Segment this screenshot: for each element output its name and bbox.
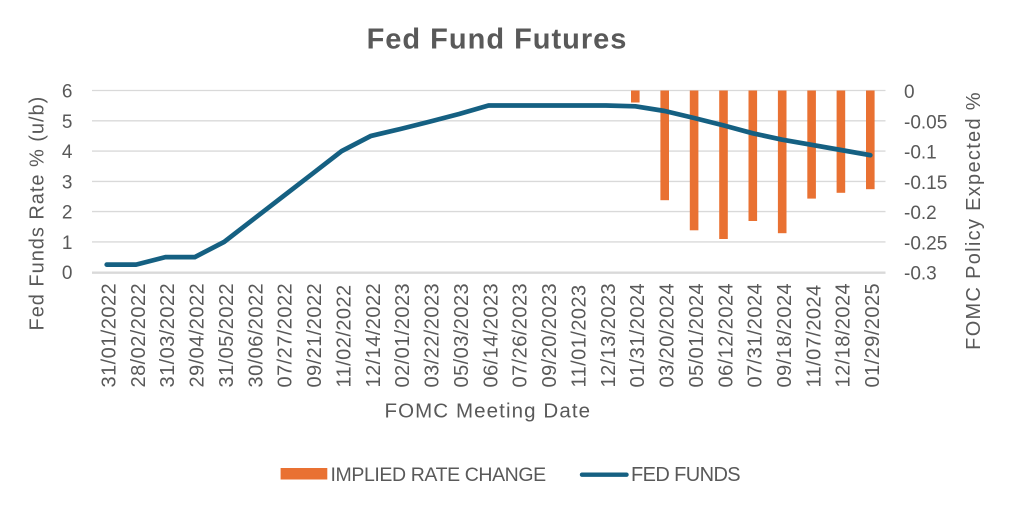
svg-text:11/02/2022: 11/02/2022 [333, 284, 355, 387]
svg-text:-0.3: -0.3 [904, 264, 937, 285]
svg-text:IMPLIED RATE CHANGE: IMPLIED RATE CHANGE [331, 464, 547, 486]
svg-text:31/05/2022: 31/05/2022 [216, 283, 238, 388]
svg-text:0: 0 [62, 263, 73, 284]
svg-text:09/20/2023: 09/20/2023 [539, 283, 561, 388]
svg-text:07/26/2023: 07/26/2023 [510, 283, 532, 388]
svg-text:2: 2 [62, 203, 73, 224]
svg-text:12/18/2024: 12/18/2024 [833, 283, 855, 388]
svg-text:30/06/2022: 30/06/2022 [245, 283, 267, 388]
svg-text:6: 6 [62, 82, 73, 103]
svg-text:31/01/2022: 31/01/2022 [99, 283, 121, 388]
svg-text:-0.15: -0.15 [904, 173, 947, 194]
svg-text:03/20/2024: 03/20/2024 [657, 283, 679, 388]
svg-text:12/14/2022: 12/14/2022 [363, 283, 385, 388]
svg-text:FOMC Meeting Date: FOMC Meeting Date [384, 400, 591, 423]
svg-text:28/02/2022: 28/02/2022 [128, 283, 150, 388]
svg-text:02/01/2023: 02/01/2023 [392, 283, 414, 388]
svg-text:Fed Fund Futures: Fed Fund Futures [367, 23, 628, 55]
svg-text:Fed Funds Rate % (u/b): Fed Funds Rate % (u/b) [26, 96, 48, 331]
svg-text:FED FUNDS: FED FUNDS [631, 464, 740, 486]
svg-text:07/31/2024: 07/31/2024 [745, 283, 767, 388]
svg-text:06/12/2024: 06/12/2024 [715, 283, 737, 388]
svg-text:11/01/2023: 11/01/2023 [568, 284, 590, 387]
svg-text:29/04/2022: 29/04/2022 [187, 283, 209, 388]
svg-text:4: 4 [62, 142, 73, 163]
svg-text:09/21/2022: 09/21/2022 [304, 283, 326, 388]
svg-text:3: 3 [62, 172, 73, 193]
svg-text:09/18/2024: 09/18/2024 [774, 283, 796, 388]
svg-text:5: 5 [62, 112, 73, 133]
svg-text:05/01/2024: 05/01/2024 [686, 283, 708, 388]
svg-text:06/14/2023: 06/14/2023 [480, 283, 502, 388]
svg-text:01/29/2025: 01/29/2025 [862, 283, 884, 388]
svg-text:1: 1 [62, 233, 73, 254]
svg-text:-0.05: -0.05 [904, 112, 947, 133]
svg-text:-0.2: -0.2 [904, 203, 937, 224]
svg-text:11/07/2024: 11/07/2024 [803, 284, 825, 387]
svg-text:07/27/2022: 07/27/2022 [275, 283, 297, 388]
svg-text:01/31/2024: 01/31/2024 [627, 283, 649, 388]
svg-text:31/03/2022: 31/03/2022 [157, 283, 179, 388]
svg-text:12/13/2023: 12/13/2023 [598, 283, 620, 388]
svg-text:-0.1: -0.1 [904, 143, 937, 164]
svg-text:0: 0 [904, 82, 915, 103]
svg-text:05/03/2023: 05/03/2023 [451, 283, 473, 388]
svg-text:FOMC Policy Expected %: FOMC Policy Expected % [963, 91, 985, 350]
svg-text:-0.25: -0.25 [904, 233, 947, 254]
svg-text:03/22/2023: 03/22/2023 [422, 283, 444, 388]
